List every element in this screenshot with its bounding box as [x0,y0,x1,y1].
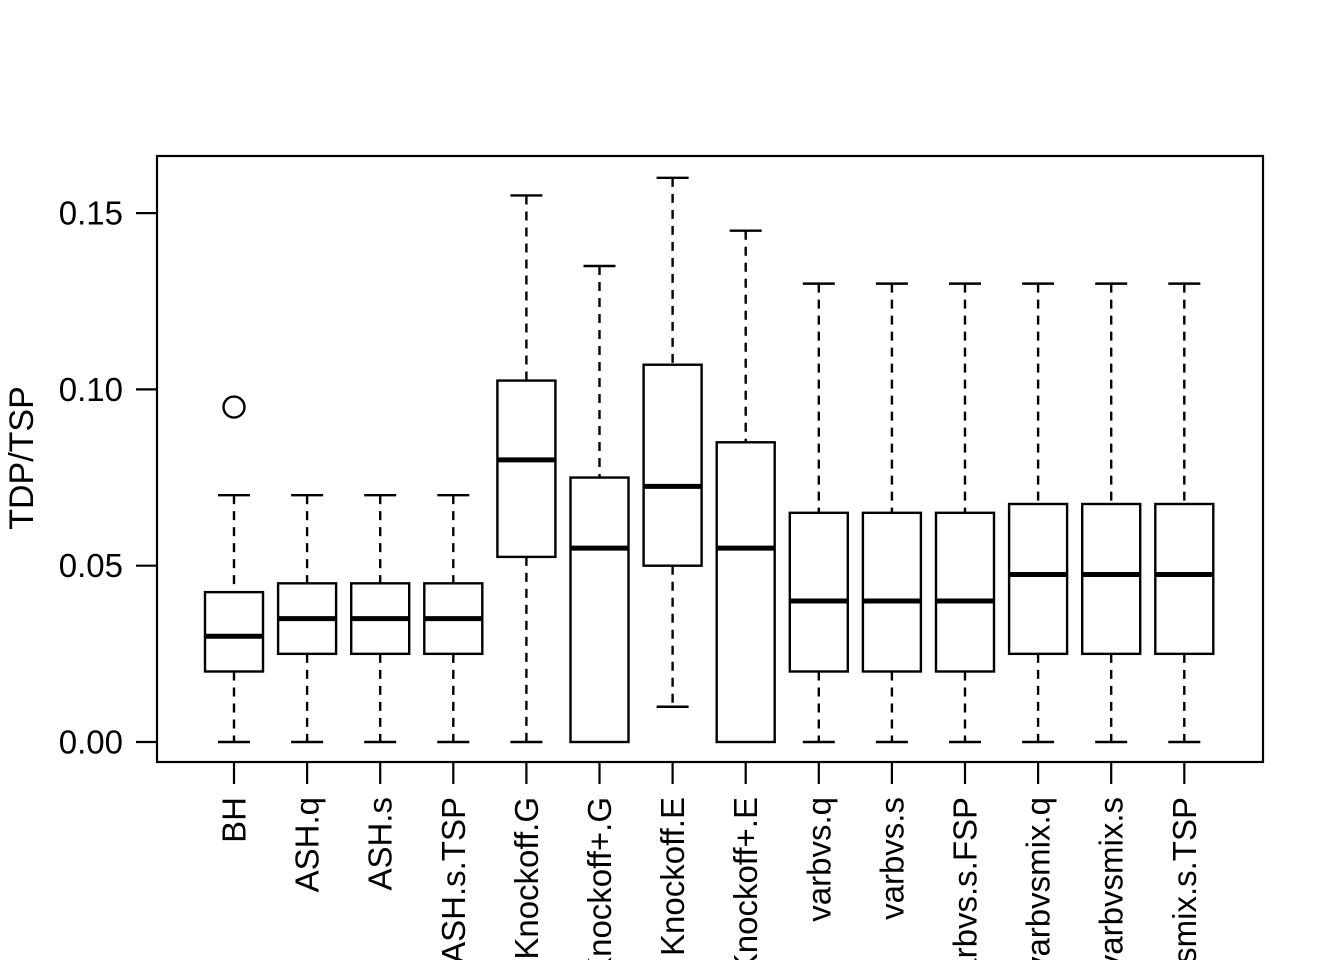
x-axis-label: varbvs.s.FSP [947,797,984,960]
box [642,363,703,567]
box [788,511,849,673]
y-tick-label: 0.00 [59,724,123,761]
box [861,511,923,673]
x-axis-label: ASH.s.TSP [435,797,472,960]
x-axis-label: ASH.s [362,797,399,891]
x-axis-label: varbvsmix.s [1093,797,1130,960]
box [203,590,265,673]
outlier-point [222,395,246,419]
box [715,441,776,744]
y-axis-label: TDP/TSP [3,386,41,530]
x-axis-label: Knockoff.G [508,797,545,960]
y-tick-label: 0.10 [59,371,123,408]
box [1080,502,1142,656]
box [934,511,996,673]
x-axis-label: varbvs.q [800,797,837,922]
y-tick-label: 0.15 [59,195,123,232]
x-axis-label: varbvsmix.q [1020,797,1057,960]
box [496,379,557,559]
box [1154,502,1215,656]
x-axis-label: Knockoff+.E [727,797,764,960]
x-axis-label: varbvs.s [873,797,910,920]
plot-border [155,154,1265,764]
x-axis-label: Knockoff+.G [581,797,618,960]
x-axis-label: BH [216,797,253,843]
x-axis-label: Knockoff.E [654,797,691,956]
x-axis-label: ASH.q [289,797,326,892]
box [569,476,630,744]
y-tick-label: 0.05 [59,547,123,584]
box [1007,502,1069,656]
x-axis-label: varbvsmix.s.TSP [1166,797,1203,960]
